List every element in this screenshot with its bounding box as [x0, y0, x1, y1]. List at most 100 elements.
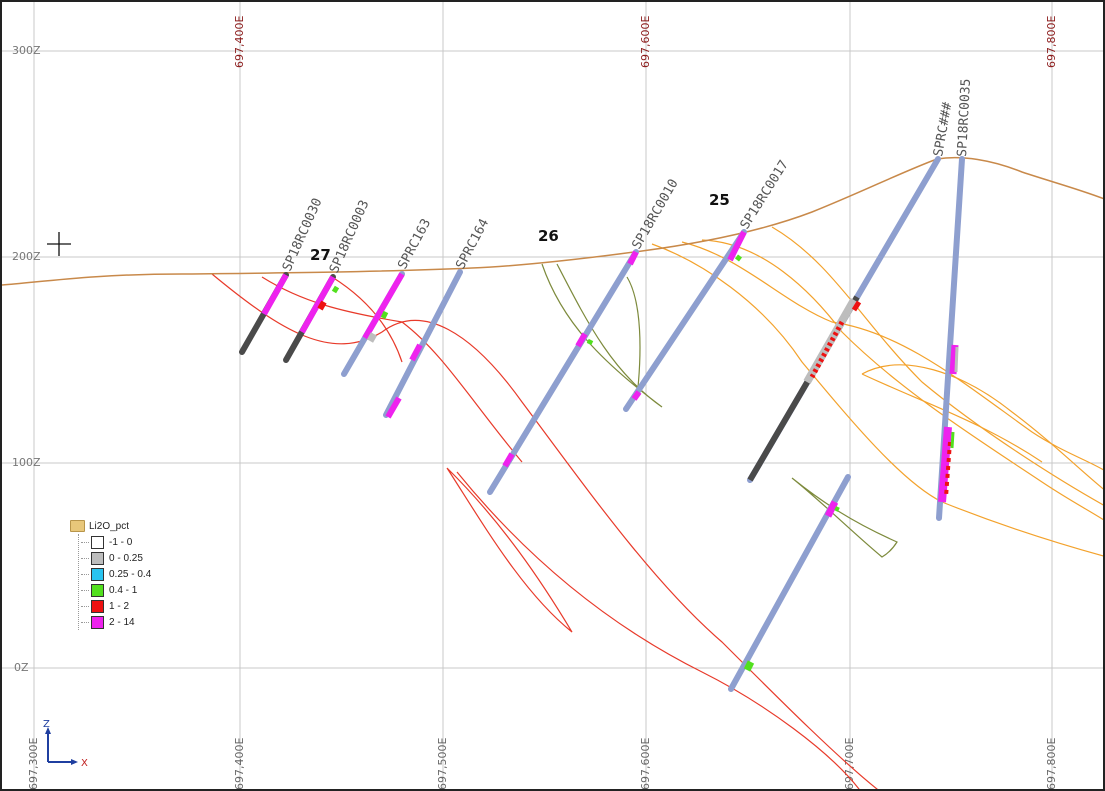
hole-sprc-deep[interactable]: [747, 156, 941, 483]
orange-outline-2: [701, 239, 1103, 521]
assay-interval: [824, 500, 839, 518]
assay-interval: [575, 332, 588, 348]
assay-interval: [261, 273, 289, 316]
hole-sp18rc0017[interactable]: [623, 229, 747, 412]
tree-connector: [81, 573, 89, 575]
assay-interval: [627, 250, 639, 266]
section-number-27: 27: [310, 246, 331, 264]
olive-outline-1: [541, 263, 663, 408]
assay-interval: [331, 285, 340, 294]
assay-interval: [949, 344, 959, 375]
assay-interval: [586, 338, 594, 346]
assay-interval: [409, 343, 423, 362]
assay-interval: [938, 426, 952, 503]
orange-outline-1: [651, 243, 1103, 557]
legend-item-label: -1 - 0: [109, 536, 133, 548]
legend-title: Li2O_pct: [89, 520, 130, 532]
legend-header[interactable]: Li2O_pct: [70, 518, 190, 534]
hole-trace[interactable]: [383, 269, 463, 418]
hole-label-sprc164: SPRC164: [453, 216, 492, 272]
easting-grid: [33, 2, 1053, 789]
hole-sprc163[interactable]: [341, 271, 405, 377]
easting-bottom-label-697800: 697,800E: [1045, 738, 1058, 790]
elevation-label-300: 300Z: [12, 44, 41, 57]
assay-interval: [735, 254, 742, 262]
legend-item-label: 1 - 2: [109, 600, 130, 612]
orange-outline-6: [861, 373, 1043, 463]
assay-interval: [834, 506, 840, 512]
tree-connector: [81, 605, 89, 607]
legend-item[interactable]: 0 - 0.25: [81, 550, 190, 566]
legend-swatch: [91, 551, 104, 565]
hole-label-sp18rc0010: SP18RC0010: [629, 177, 681, 252]
legend-swatch: [91, 567, 104, 581]
legend-item[interactable]: 0.25 - 0.4: [81, 566, 190, 582]
legend-swatch: [91, 599, 104, 613]
red-outline-upper: [211, 273, 878, 789]
hole-sp18rc0030[interactable]: [239, 272, 289, 355]
section-number-25: 25: [709, 191, 730, 209]
assay-interval: [362, 272, 405, 340]
orange-outline-4: [861, 364, 1103, 490]
easting-top-label-697600: 697,600E: [639, 16, 652, 68]
assay-interval: [727, 230, 747, 262]
easting-bottom-label-697600: 697,600E: [639, 738, 652, 790]
drillholes[interactable]: [239, 156, 965, 692]
hole-sp18rc0010[interactable]: [487, 249, 639, 495]
legend-swatch: [91, 615, 104, 629]
elevation-label-0: 0Z: [14, 661, 29, 674]
axes-gizmo: Z X: [43, 719, 88, 768]
x-arrow-head-icon: [71, 759, 78, 765]
assay-interval: [954, 346, 959, 373]
legend-item-label: 0 - 0.25: [109, 552, 143, 564]
legend-item[interactable]: 2 - 14: [81, 614, 190, 630]
easting-bottom-label-697500: 697,500E: [436, 738, 449, 790]
pegmatite-orange-outlines: [651, 226, 1103, 557]
assay-interval: [299, 275, 336, 334]
z-axis-label: Z: [43, 719, 50, 730]
assay-interval: [317, 300, 327, 311]
hole-sp18rc0003[interactable]: [283, 274, 340, 363]
elevation-label-200: 200Z: [12, 250, 41, 263]
legend-item-label: 2 - 14: [109, 616, 135, 628]
legend[interactable]: Li2O_pct -1 - 0 0 - 0.25 0.25 - 0.4 0.4 - 1…: [70, 518, 190, 630]
orange-outline-5: [681, 241, 1103, 471]
hole-label-sprc-deep: SPRC###: [931, 101, 955, 158]
assay-interval: [809, 320, 845, 379]
hole-sp18rc0035[interactable]: [936, 156, 965, 521]
legend-item[interactable]: 1 - 2: [81, 598, 190, 614]
hole-trace[interactable]: [487, 249, 639, 495]
red-outline-lens: [446, 467, 573, 633]
tree-connector: [81, 541, 89, 543]
tree-connector: [81, 557, 89, 559]
easting-bottom-label-697400: 697,400E: [233, 738, 246, 790]
assay-interval: [803, 298, 858, 384]
hole-trace[interactable]: [623, 229, 747, 412]
red-outline-lower: [456, 471, 860, 789]
easting-top-label-697800: 697,800E: [1045, 16, 1058, 68]
x-axis-label: X: [81, 758, 88, 768]
orange-outline-3: [771, 226, 1103, 506]
legend-swatch: [91, 535, 104, 549]
assay-interval: [851, 300, 862, 312]
assay-interval: [950, 431, 955, 449]
easting-bottom-label-697300: 697,300E: [27, 738, 40, 790]
folder-icon: [70, 520, 85, 532]
hole-sprc164[interactable]: [383, 269, 463, 419]
assay-interval: [380, 310, 389, 320]
pegmatite-red-outlines: [211, 273, 878, 789]
assay-interval: [385, 396, 402, 419]
legend-item-label: 0.4 - 1: [109, 584, 138, 596]
hole-label-sprc163: SPRC163: [395, 216, 434, 271]
assay-interval: [743, 660, 755, 672]
topography-line: [2, 156, 1103, 286]
legend-swatch: [91, 583, 104, 597]
legend-item[interactable]: 0.4 - 1: [81, 582, 190, 598]
z-arrow-head-icon: [45, 727, 51, 734]
hole-label-sp18rc0003: SP18RC0003: [327, 198, 373, 276]
legend-item[interactable]: -1 - 0: [81, 534, 190, 550]
hole-deep-lower[interactable]: [728, 474, 851, 692]
assay-interval: [366, 332, 378, 343]
